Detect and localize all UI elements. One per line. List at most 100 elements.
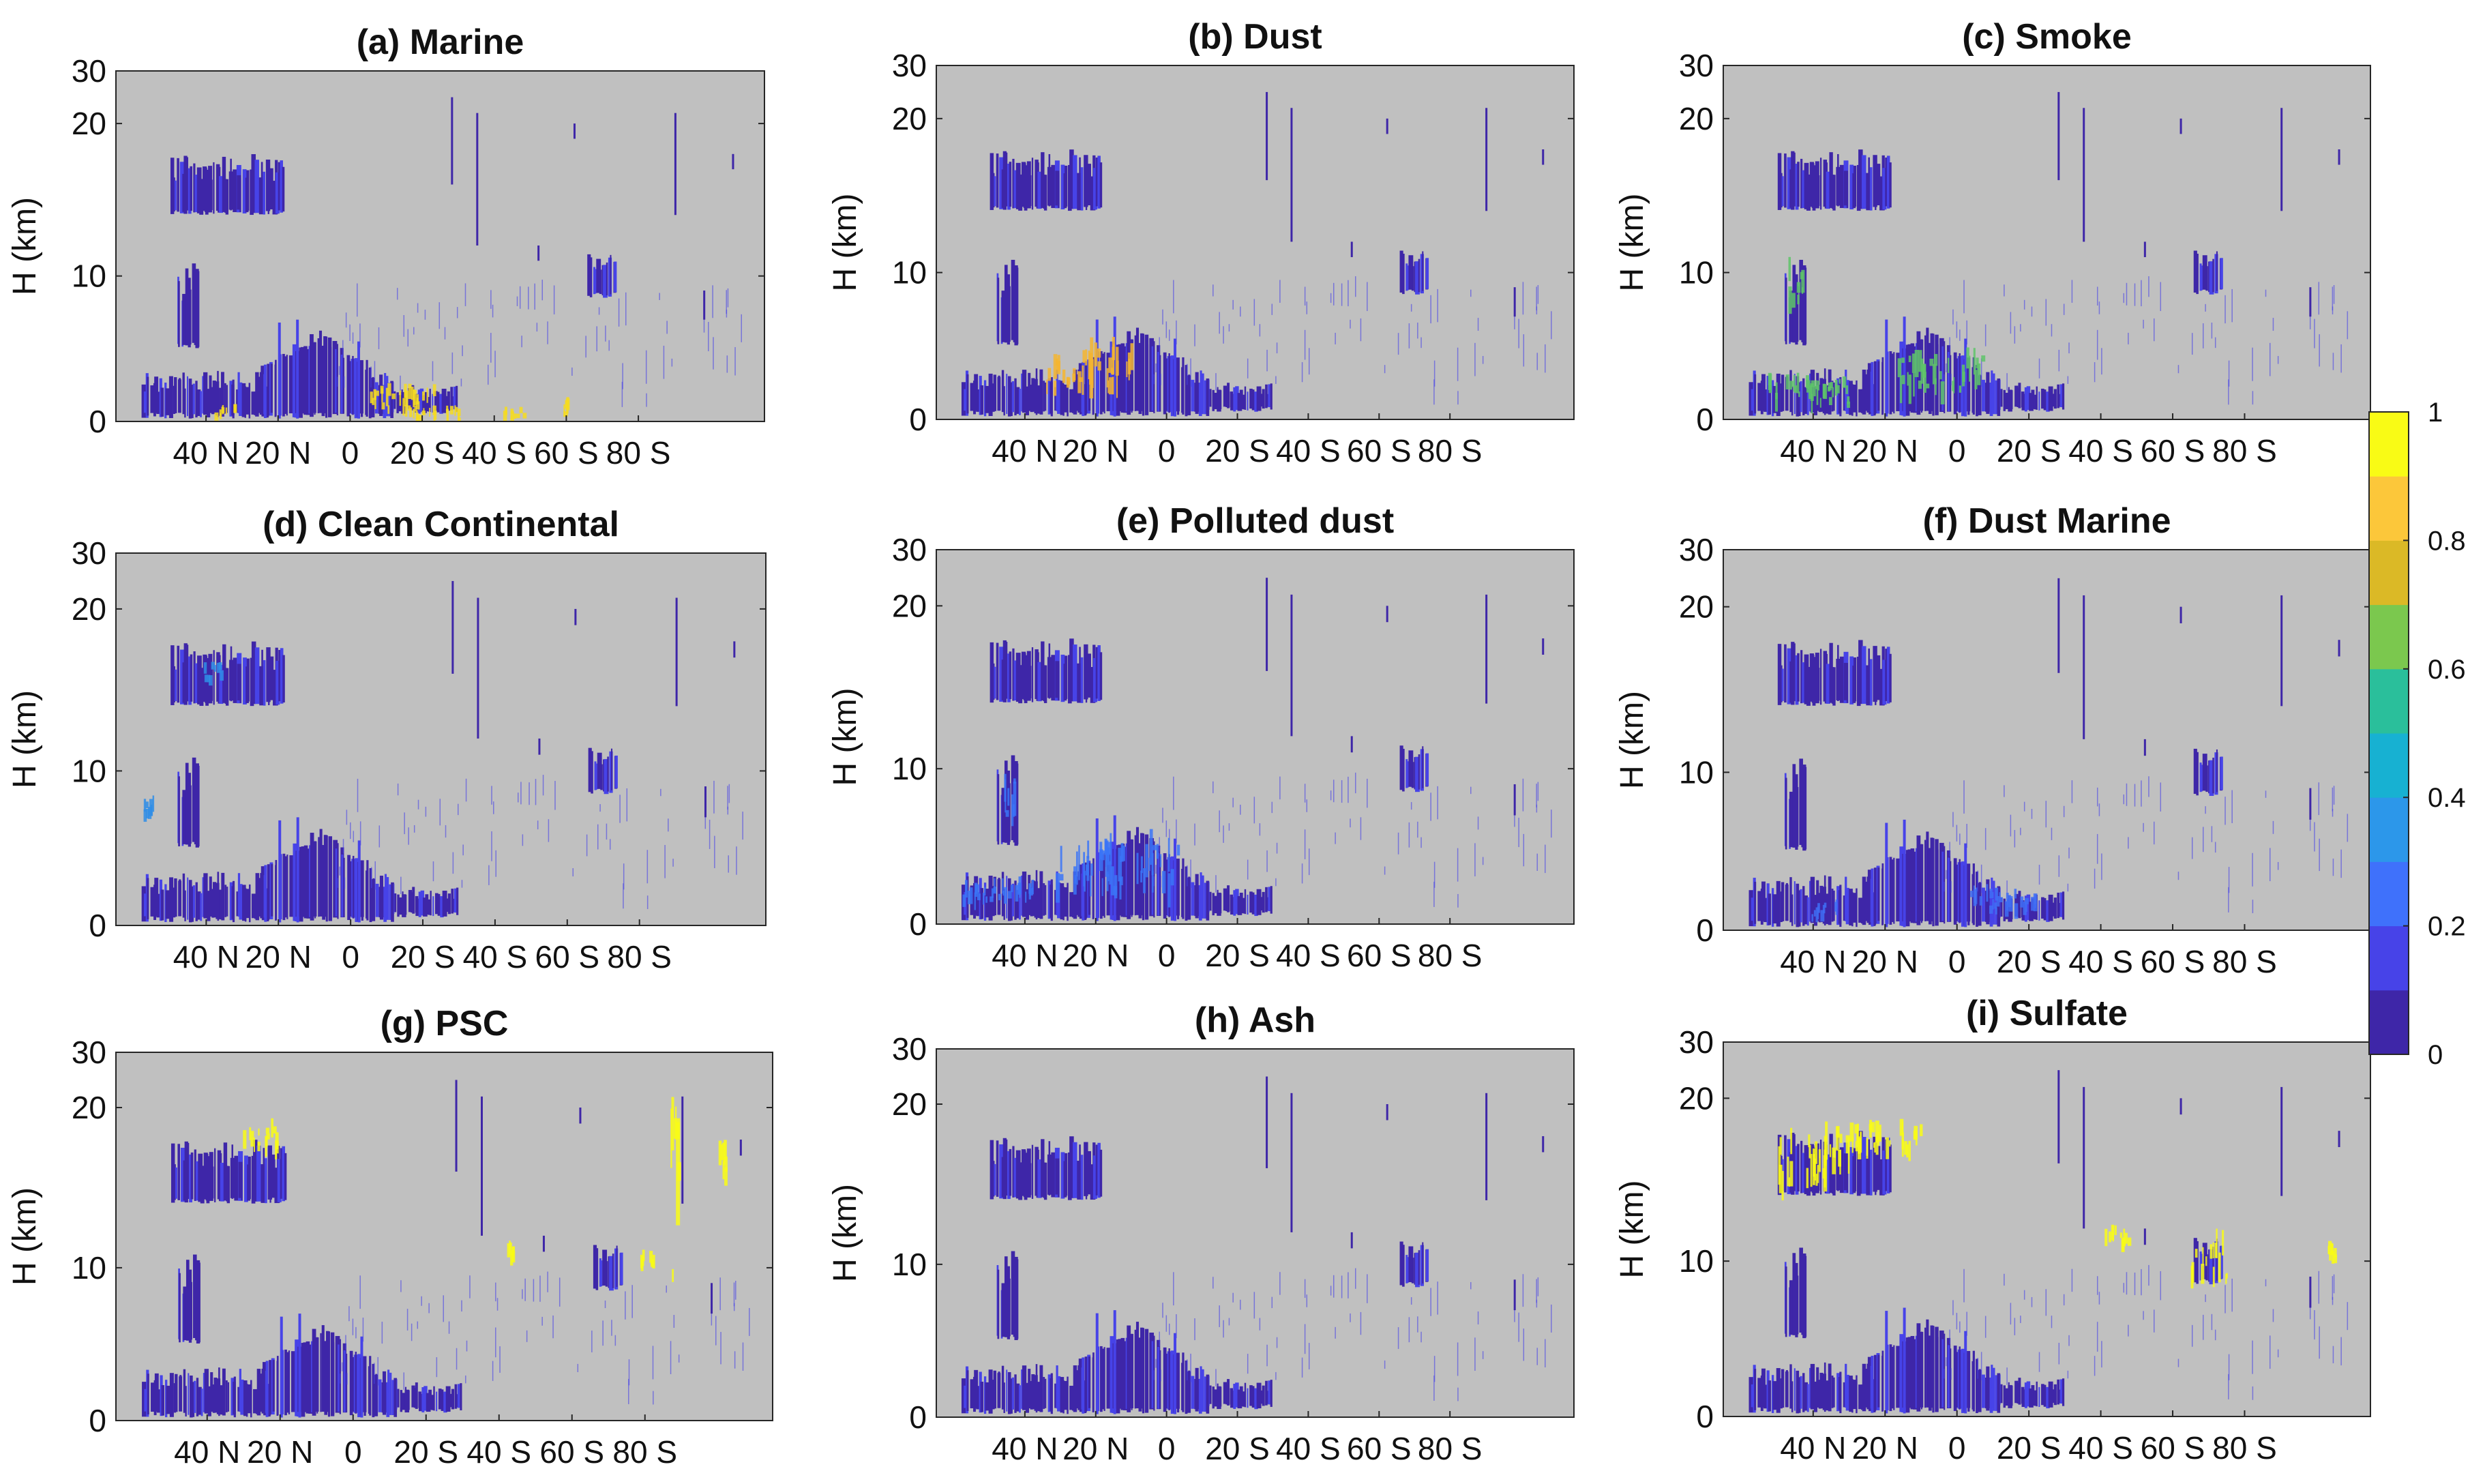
data-column xyxy=(1157,1347,1160,1409)
data-column xyxy=(1910,1335,1915,1410)
data-column xyxy=(1903,819,1906,928)
data-column xyxy=(213,650,215,705)
data-column xyxy=(2008,1382,2010,1406)
data-column xyxy=(1802,1153,1806,1193)
data-column xyxy=(2018,383,2021,409)
data-streak xyxy=(742,1342,744,1371)
data-streak xyxy=(1165,820,1167,837)
data-column xyxy=(1090,667,1095,703)
data-column xyxy=(1871,1355,1874,1413)
data-column xyxy=(1031,880,1035,917)
data-column xyxy=(213,1377,218,1413)
data-column xyxy=(1871,868,1874,927)
data-column xyxy=(209,179,213,211)
data-column xyxy=(1006,1369,1008,1412)
hotspot-mark xyxy=(1989,889,1993,899)
data-column xyxy=(1781,668,1784,701)
data-streak xyxy=(708,322,709,352)
data-streak xyxy=(1410,303,1412,312)
data-column xyxy=(241,1164,243,1201)
data-streak xyxy=(2023,299,2025,310)
x-tick-label: 40 N xyxy=(173,435,239,471)
data-streak xyxy=(407,329,409,347)
data-streak xyxy=(340,1374,341,1384)
hotspot-mark xyxy=(432,405,436,415)
data-column xyxy=(1920,844,1922,923)
y-tick-label: 20 xyxy=(72,591,106,627)
data-column xyxy=(970,1379,974,1408)
data-column xyxy=(1891,1346,1894,1409)
data-feature xyxy=(451,97,453,185)
data-column xyxy=(308,1344,313,1414)
hotspot-mark xyxy=(1079,377,1083,383)
data-streak xyxy=(614,1335,616,1346)
data-column xyxy=(1928,1335,1932,1411)
data-streak xyxy=(400,1280,402,1292)
data-streak xyxy=(577,1363,579,1372)
data-streak xyxy=(726,290,727,314)
x-tick-label: 80 S xyxy=(1418,1431,1483,1466)
data-column xyxy=(255,873,260,921)
hotspot-mark xyxy=(1992,891,1994,898)
data-column xyxy=(428,1389,432,1410)
data-streak xyxy=(1162,807,1163,823)
hotspot-mark xyxy=(1005,810,1009,817)
data-streak xyxy=(1950,1368,1952,1380)
x-tick-label: 40 S xyxy=(462,435,526,471)
data-column xyxy=(178,776,180,847)
data-column xyxy=(430,891,432,916)
data-streak xyxy=(1279,280,1281,303)
hotspot-mark xyxy=(1779,1164,1783,1193)
y-tick-label: 0 xyxy=(909,906,927,942)
hotspot-mark xyxy=(402,398,405,416)
data-streak xyxy=(1159,837,1160,852)
data-feature xyxy=(1266,1076,1268,1168)
data-column xyxy=(1001,788,1006,843)
data-streak xyxy=(1194,324,1195,346)
data-column xyxy=(194,663,198,703)
data-column xyxy=(183,1286,188,1341)
data-column xyxy=(1913,1339,1918,1410)
data-streak xyxy=(571,367,573,376)
data-feature xyxy=(451,580,454,674)
data-streak xyxy=(461,880,463,888)
data-streak xyxy=(553,285,555,314)
hotspot-mark xyxy=(1130,343,1134,370)
data-column xyxy=(961,1378,966,1414)
data-column xyxy=(399,897,403,915)
data-column xyxy=(994,666,996,699)
hotspot-mark xyxy=(1830,382,1833,389)
data-streak xyxy=(1470,289,1472,297)
data-column xyxy=(1851,892,1854,927)
data-column xyxy=(1212,893,1215,916)
axes-frame xyxy=(936,549,1575,925)
data-feature xyxy=(1386,606,1388,623)
hotspot-mark xyxy=(640,1254,643,1268)
hotspot-mark xyxy=(1088,351,1090,380)
data-column xyxy=(1800,381,1802,413)
data-column xyxy=(227,1382,230,1412)
data-streak xyxy=(1474,1337,1476,1371)
data-column xyxy=(1168,353,1170,413)
data-column xyxy=(379,374,383,416)
data-feature xyxy=(2309,788,2312,820)
data-column xyxy=(423,1386,428,1411)
data-column xyxy=(396,392,399,413)
data-streak xyxy=(1417,821,1418,838)
plot-background xyxy=(936,1049,1574,1417)
data-streak xyxy=(2347,311,2349,340)
data-column xyxy=(195,882,198,921)
data-column xyxy=(1882,168,1887,210)
data-column xyxy=(1802,170,1806,208)
hotspot-mark xyxy=(1947,357,1950,373)
data-column xyxy=(225,179,229,215)
data-column xyxy=(1893,1345,1895,1410)
data-streak xyxy=(357,778,359,812)
data-streak xyxy=(1215,1369,1217,1386)
hotspot-mark xyxy=(204,674,208,683)
data-column xyxy=(2053,897,2057,919)
hotspot-mark xyxy=(1834,379,1838,396)
data-column xyxy=(991,173,995,208)
data-feature xyxy=(733,641,736,658)
